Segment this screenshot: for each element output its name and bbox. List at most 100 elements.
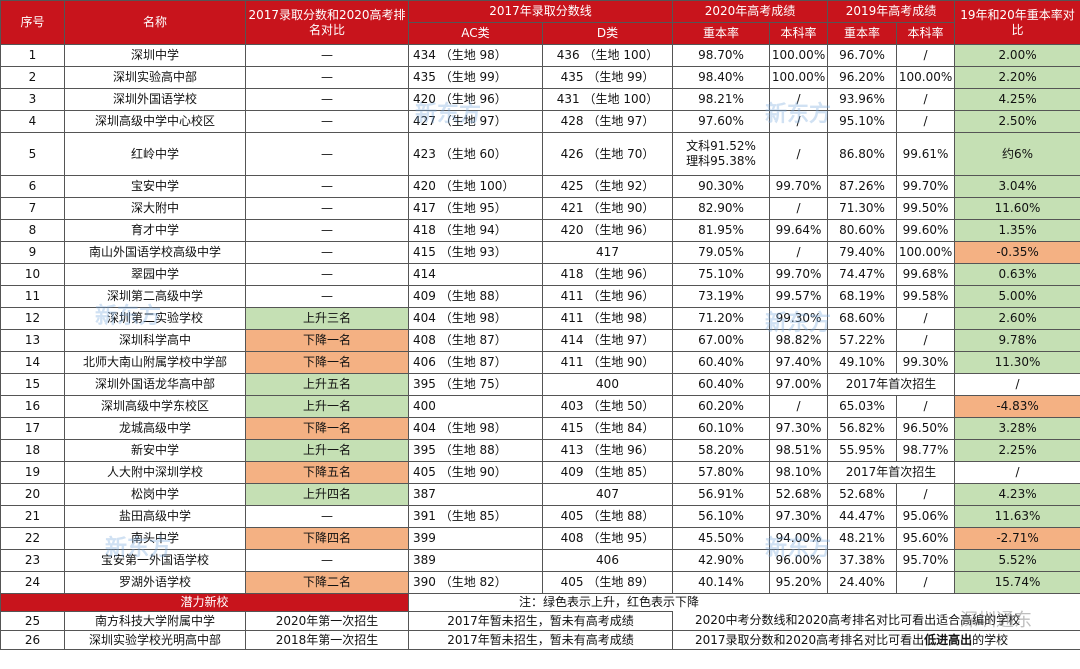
zb-2020: 60.20% bbox=[672, 395, 771, 418]
row-no: 13 bbox=[0, 329, 65, 352]
school-name: 红岭中学 bbox=[64, 132, 246, 176]
table-row: 14 北师大南山附属学校中学部 下降一名 406 （生地 87） 411 （生地 90）… bbox=[0, 351, 1080, 374]
zb-2019: 86.80% bbox=[827, 132, 898, 176]
zb-2019: 68.60% bbox=[827, 307, 898, 330]
rank-compare: 下降一名 bbox=[245, 417, 409, 440]
table-row: 1 深圳中学 —434 （生地 98） 436 （生地 100） 98.70% 100.0… bbox=[0, 44, 1080, 67]
score-ac: 414 bbox=[408, 263, 543, 286]
gaokao-2019-merged: 2017年首次招生 bbox=[827, 461, 956, 484]
zb-diff: -0.35% bbox=[954, 241, 1080, 264]
score-ac: 399 bbox=[408, 527, 543, 550]
score-d: 411 （生地 90） bbox=[541, 351, 674, 374]
table-row: 22 南头中学 下降四名 399 408 （生地 95） 45.50% 94.00% 48.2… bbox=[0, 527, 1080, 550]
table-row: 26 深圳实验学校光明高中部 2018年第一次招生 2017年暂未招生，暂未有高考成绩… bbox=[0, 630, 1080, 650]
row-no: 22 bbox=[0, 527, 65, 550]
zb-2019: 96.70% bbox=[827, 44, 898, 67]
zb-diff: 4.23% bbox=[954, 483, 1080, 506]
bk-2019: / bbox=[896, 571, 956, 594]
bk-2019: / bbox=[896, 395, 956, 418]
zb-2019: 24.40% bbox=[827, 571, 898, 594]
zb-diff: 3.28% bbox=[954, 417, 1080, 440]
school-name: 深圳科学高中 bbox=[64, 329, 246, 352]
zb-diff: / bbox=[954, 461, 1080, 484]
rank-compare: 上升一名 bbox=[245, 395, 409, 418]
school-name: 人大附中深圳学校 bbox=[64, 461, 246, 484]
score-d: 406 bbox=[541, 549, 674, 572]
rank-compare: — bbox=[245, 197, 409, 220]
bk-2019: 99.68% bbox=[896, 263, 956, 286]
bk-2019: 99.30% bbox=[896, 351, 956, 374]
zb-2020: 58.20% bbox=[672, 439, 771, 462]
bk-2019: / bbox=[896, 329, 956, 352]
school-name: 宝安第一外国语学校 bbox=[64, 549, 246, 572]
note-line-1: 注：绿色表示上升，红色表示下降 bbox=[407, 593, 1080, 612]
bk-2020: 99.57% bbox=[769, 285, 829, 308]
row-no: 7 bbox=[0, 197, 65, 220]
school-name: 育才中学 bbox=[64, 219, 246, 242]
zb-diff: 15.74% bbox=[954, 571, 1080, 594]
score-ac: 389 bbox=[408, 549, 543, 572]
rank-compare: 上升四名 bbox=[245, 483, 409, 506]
row-no: 17 bbox=[0, 417, 65, 440]
zb-2020: 42.90% bbox=[672, 549, 771, 572]
bk-2019: 99.70% bbox=[896, 175, 956, 198]
table-row: 20 松岗中学 上升四名 387 407 56.91% 52.68% 52.68%/4.23% bbox=[0, 483, 1080, 506]
score-d: 436 （生地 100） bbox=[541, 44, 674, 67]
row-no: 19 bbox=[0, 461, 65, 484]
zb-2020: 79.05% bbox=[672, 241, 771, 264]
score-ac: 420 （生地 96） bbox=[408, 88, 543, 111]
row-no: 20 bbox=[0, 483, 65, 506]
row-no: 1 bbox=[0, 44, 65, 67]
score-d: 418 （生地 96） bbox=[541, 263, 674, 286]
score-d: 409 （生地 85） bbox=[541, 461, 674, 484]
gaokao-2019-merged: 2017年首次招生 bbox=[827, 373, 956, 396]
row-no: 12 bbox=[0, 307, 65, 330]
bk-2020: 99.64% bbox=[769, 219, 829, 242]
row-no: 23 bbox=[0, 549, 65, 572]
table-row: 4 深圳高级中学中心校区 —427 （生地 97） 428 （生地 97） 97.60%… bbox=[0, 110, 1080, 133]
row-no: 6 bbox=[0, 175, 65, 198]
bk-2020: / bbox=[769, 395, 829, 418]
bk-2020: 96.00% bbox=[769, 549, 829, 572]
score-note: 2017年暂未招生，暂未有高考成绩 bbox=[407, 630, 674, 650]
table-row: 6 宝安中学 —420 （生地 100） 425 （生地 92） 90.30% 99.70… bbox=[0, 175, 1080, 198]
bk-2020: 94.00% bbox=[769, 527, 829, 550]
zb-2019: 74.47% bbox=[827, 263, 898, 286]
school-name: 翠园中学 bbox=[64, 263, 246, 286]
row-no: 14 bbox=[0, 351, 65, 374]
zb-2020: 98.21% bbox=[672, 88, 771, 111]
bk-2020: 95.20% bbox=[769, 571, 829, 594]
score-ac: 404 （生地 98） bbox=[408, 307, 543, 330]
rank-compare: — bbox=[245, 132, 409, 176]
header-bk-2019: 本科率 bbox=[896, 22, 956, 45]
score-ac: 408 （生地 87） bbox=[408, 329, 543, 352]
zb-2019: 80.60% bbox=[827, 219, 898, 242]
bk-2020: 97.40% bbox=[769, 351, 829, 374]
school-name: 深圳第二高级中学 bbox=[64, 285, 246, 308]
row-no: 2 bbox=[0, 66, 65, 89]
zb-2019: 79.40% bbox=[827, 241, 898, 264]
row-no: 5 bbox=[0, 132, 65, 176]
bk-2019: 95.60% bbox=[896, 527, 956, 550]
bk-2020: 52.68% bbox=[769, 483, 829, 506]
header-no: 序号 bbox=[0, 0, 65, 45]
zb-2020: 56.10% bbox=[672, 505, 771, 528]
zb-2019: 55.95% bbox=[827, 439, 898, 462]
school-name: 深圳实验高中部 bbox=[64, 66, 246, 89]
score-d: 405 （生地 88） bbox=[541, 505, 674, 528]
row-no: 25 bbox=[0, 611, 65, 631]
header-diff: 19年和20年重本率对比 bbox=[954, 0, 1080, 45]
note-text: 的学校 bbox=[972, 632, 1009, 647]
score-note: 2017年暂未招生，暂未有高考成绩 bbox=[407, 611, 674, 631]
bk-2019: 95.70% bbox=[896, 549, 956, 572]
score-d: 435 （生地 99） bbox=[541, 66, 674, 89]
score-ac: 418 （生地 94） bbox=[408, 219, 543, 242]
header-score-2017: 2017年录取分数线 bbox=[407, 0, 674, 23]
row-no: 18 bbox=[0, 439, 65, 462]
zb-diff: -2.71% bbox=[954, 527, 1080, 550]
bk-2020: 97.00% bbox=[769, 373, 829, 396]
score-ac: 435 （生地 99） bbox=[408, 66, 543, 89]
score-ac: 434 （生地 98） bbox=[408, 44, 543, 67]
score-ac: 405 （生地 90） bbox=[408, 461, 543, 484]
zb-diff: 0.63% bbox=[954, 263, 1080, 286]
